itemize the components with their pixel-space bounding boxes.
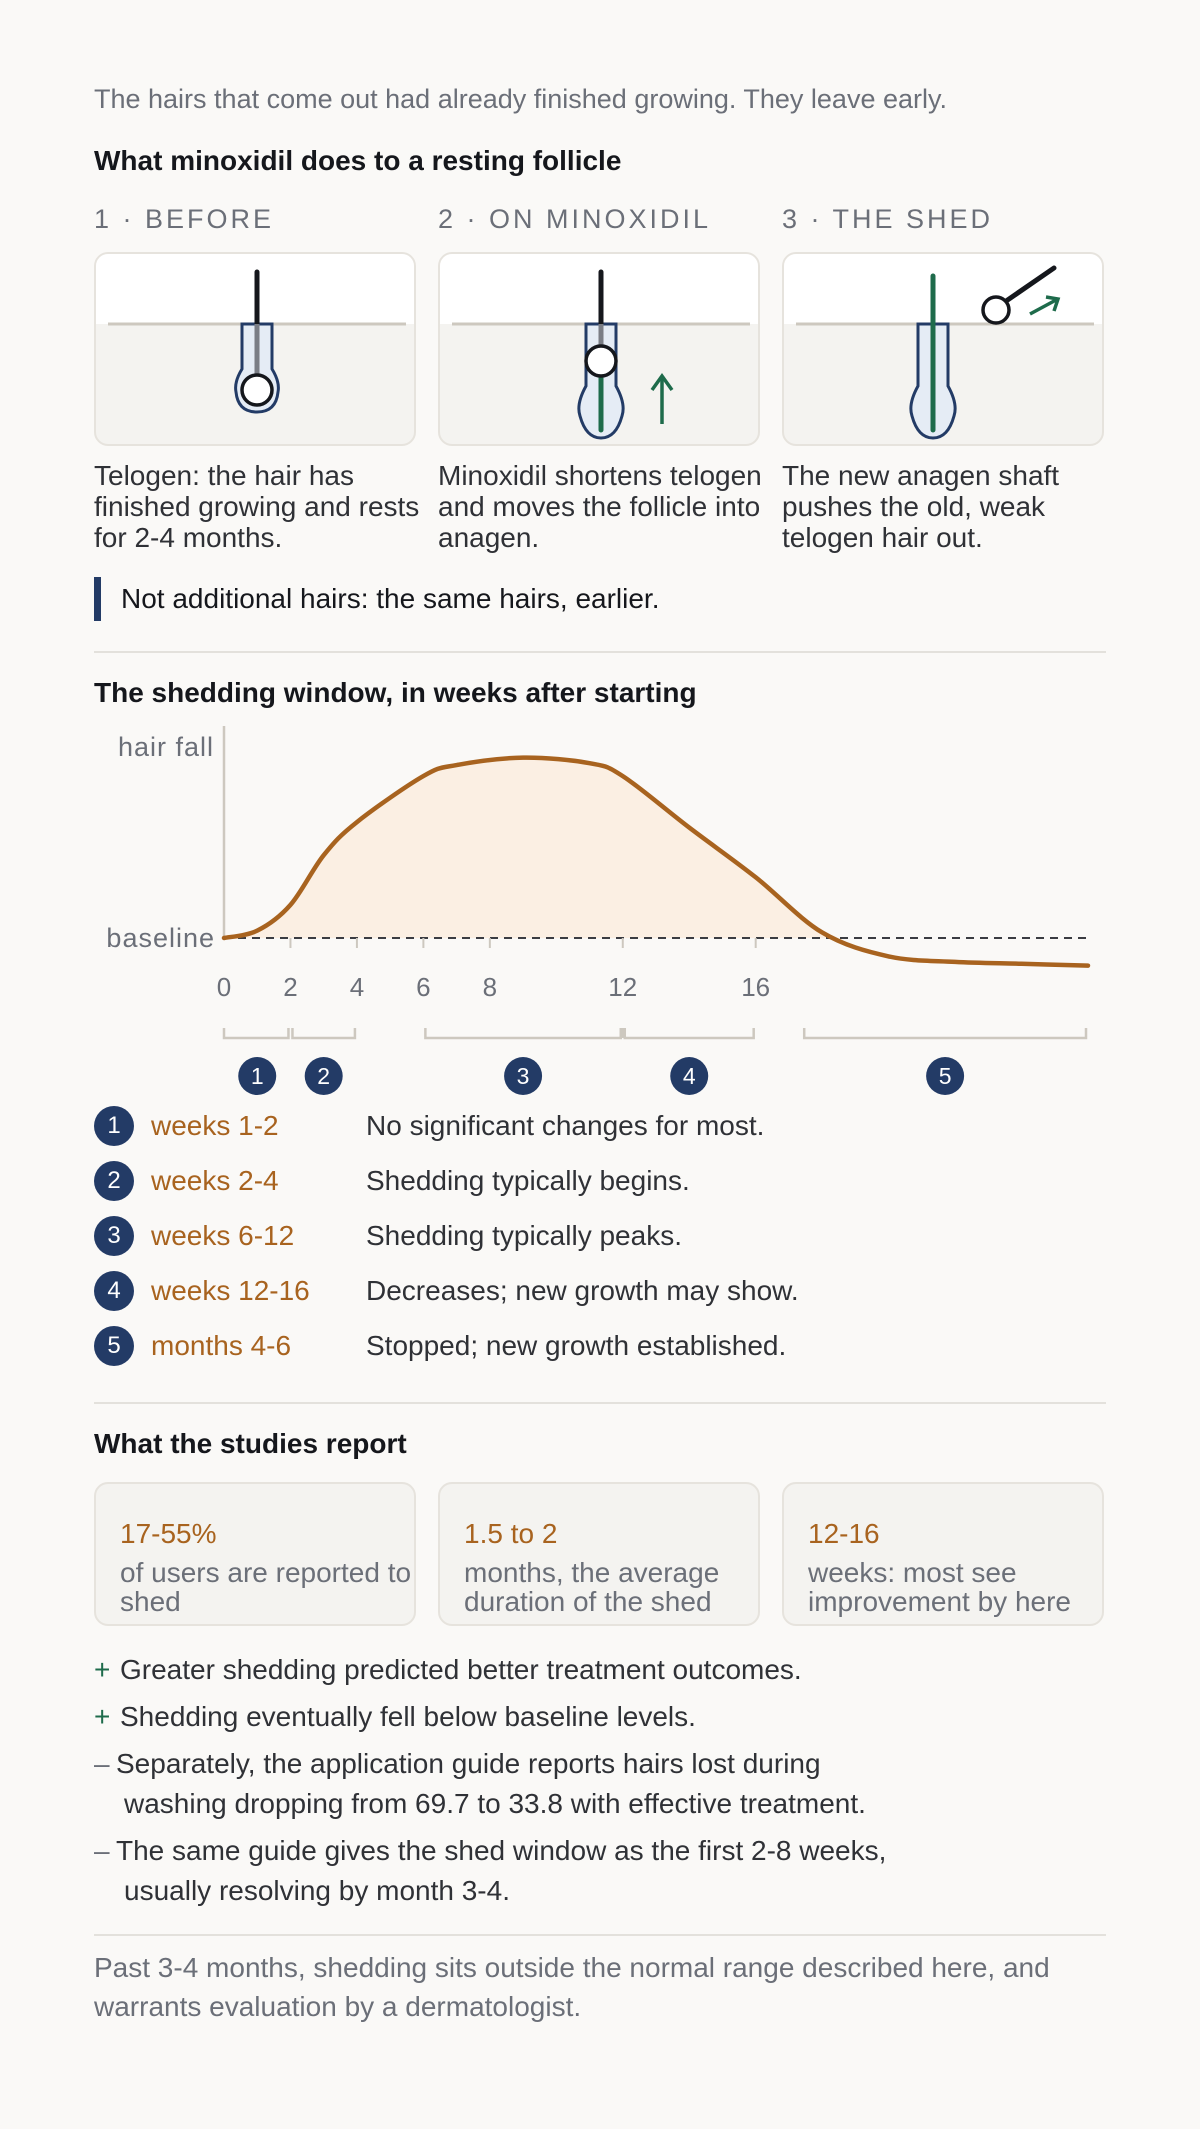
stat-card: 17-55% of users are reported to shed: [94, 1482, 416, 1626]
timeline-row: 5 months 4-6 Stopped; new growth establish…: [94, 1326, 1106, 1370]
finding-text: Greater shedding predicted better treatm…: [120, 1654, 802, 1685]
phase-number-badge: 1: [94, 1106, 134, 1146]
x-tick-label: 6: [416, 972, 430, 1002]
phase-bracket: [291, 1028, 357, 1040]
phase-number-badge: 5: [94, 1326, 134, 1366]
phase-badge-number: 5: [939, 1063, 952, 1089]
step-2-caption: Minoxidil shortens telogen and moves the…: [438, 460, 762, 553]
phase-period: weeks 2-4: [151, 1165, 279, 1196]
phase-bracket: [424, 1028, 623, 1040]
shed-area: [224, 757, 1088, 938]
studies-section-title: What the studies report: [94, 1428, 407, 1459]
x-tick-label: 0: [217, 972, 231, 1002]
step-2-illustration: [438, 252, 760, 446]
divider: [94, 1402, 1106, 1404]
phase-badge-number: 3: [517, 1063, 530, 1089]
step-3-illustration: [782, 252, 1104, 446]
step-1-caption: Telogen: the hair has finished growing a…: [94, 460, 420, 553]
x-tick-label: 16: [741, 972, 770, 1002]
finding-text-continued: usually resolving by month 3-4.: [124, 1875, 510, 1906]
finding-bullet: + Shedding eventually fell below baseline…: [94, 1697, 1106, 1737]
phase-number-badge: 4: [94, 1271, 134, 1311]
timeline-row: 2 weeks 2-4 Shedding typically begins.: [94, 1161, 1106, 1205]
hair-fall-curve: [221, 755, 1091, 968]
step-1-illustration: [94, 252, 416, 446]
baseline-label: baseline: [106, 923, 215, 953]
step-3-caption: The new anagen shaft pushes the old, wea…: [782, 460, 1060, 553]
phase-badge: [504, 1057, 543, 1095]
step-1-label: 1 · BEFORE: [94, 204, 275, 234]
phase-badge: [238, 1057, 277, 1095]
phase-period: weeks 1-2: [151, 1110, 279, 1141]
finding-text-continued: washing dropping from 69.7 to 33.8 with …: [124, 1788, 866, 1819]
phase-period: weeks 12-16: [151, 1275, 310, 1306]
phase-number-badge: 2: [94, 1161, 134, 1201]
phase-badge-number: 4: [683, 1063, 696, 1089]
phase-bracket: [802, 1028, 1088, 1040]
phase-description: Stopped; new growth established.: [366, 1330, 787, 1361]
finding-bullet: – The same guide gives the shed window as…: [94, 1831, 1106, 1911]
phase-bracket: [222, 1028, 290, 1040]
plus-mark: +: [94, 1701, 111, 1732]
stat-card: 12-16 weeks: most see improvement by her…: [782, 1482, 1104, 1626]
x-tick-label: 12: [608, 972, 637, 1002]
phase-description: Shedding typically peaks.: [366, 1220, 682, 1251]
footer-note: Past 3-4 months, shedding sits outside t…: [94, 1952, 1050, 2022]
finding-bullet: + Greater shedding predicted better treat…: [94, 1650, 1106, 1690]
phase-bracket: [623, 1028, 755, 1040]
finding-text: Separately, the application guide report…: [116, 1748, 821, 1779]
step-3-label: 3 · THE SHED: [782, 204, 994, 234]
stat-description: weeks: most see improvement by here: [808, 1557, 1072, 1617]
divider: [94, 651, 1106, 653]
x-tick-label: 2: [283, 972, 297, 1002]
phase-number-badge: 3: [94, 1216, 134, 1256]
phase-badge: [304, 1057, 343, 1095]
phase-description: No significant changes for most.: [366, 1110, 765, 1141]
callout: Not additional hairs: the same hairs, ea…: [94, 577, 660, 621]
divider: [94, 1934, 1106, 1936]
stat-value: 12-16: [808, 1518, 880, 1549]
stat-value: 1.5 to 2: [464, 1518, 558, 1549]
phase-period: months 4-6: [151, 1330, 292, 1361]
intro-text: The hairs that come out had already fini…: [94, 84, 947, 114]
phase-description: Decreases; new growth may show.: [366, 1275, 799, 1306]
step-2-label: 2 · ON MINOXIDIL: [438, 204, 712, 234]
phase-badge-number: 2: [317, 1063, 330, 1089]
phase-badge: [670, 1057, 709, 1095]
plus-mark: +: [94, 1654, 111, 1685]
finding-text: The same guide gives the shed window as …: [116, 1835, 887, 1866]
stat-card: 1.5 to 2 months, the average duration of…: [438, 1482, 760, 1626]
phase-badge-number: 1: [251, 1063, 264, 1089]
window-section-title: The shedding window, in weeks after star…: [94, 677, 697, 708]
stat-description: of users are reported to shed: [120, 1557, 412, 1617]
finding-bullet: – Separately, the application guide repor…: [94, 1744, 1106, 1824]
minus-mark: –: [94, 1748, 110, 1779]
y-axis-label: hair fall: [118, 732, 214, 762]
phase-badge: [926, 1057, 965, 1095]
timeline-row: 3 weeks 6-12 Shedding typically peaks.: [94, 1216, 1106, 1260]
phase-description: Shedding typically begins.: [366, 1165, 690, 1196]
follicle-section-title: What minoxidil does to a resting follicl…: [94, 145, 622, 176]
finding-text: Shedding eventually fell below baseline …: [120, 1701, 696, 1732]
x-tick-label: 8: [483, 972, 497, 1002]
stat-value: 17-55%: [120, 1518, 217, 1549]
phase-period: weeks 6-12: [151, 1220, 295, 1251]
stat-description: months, the average duration of the shed: [464, 1557, 720, 1617]
minus-mark: –: [94, 1835, 110, 1866]
x-tick-label: 4: [350, 972, 364, 1002]
timeline-row: 1 weeks 1-2 No significant changes for mos…: [94, 1106, 1106, 1150]
timeline-row: 4 weeks 12-16 Decreases; new growth may sh…: [94, 1271, 1106, 1315]
